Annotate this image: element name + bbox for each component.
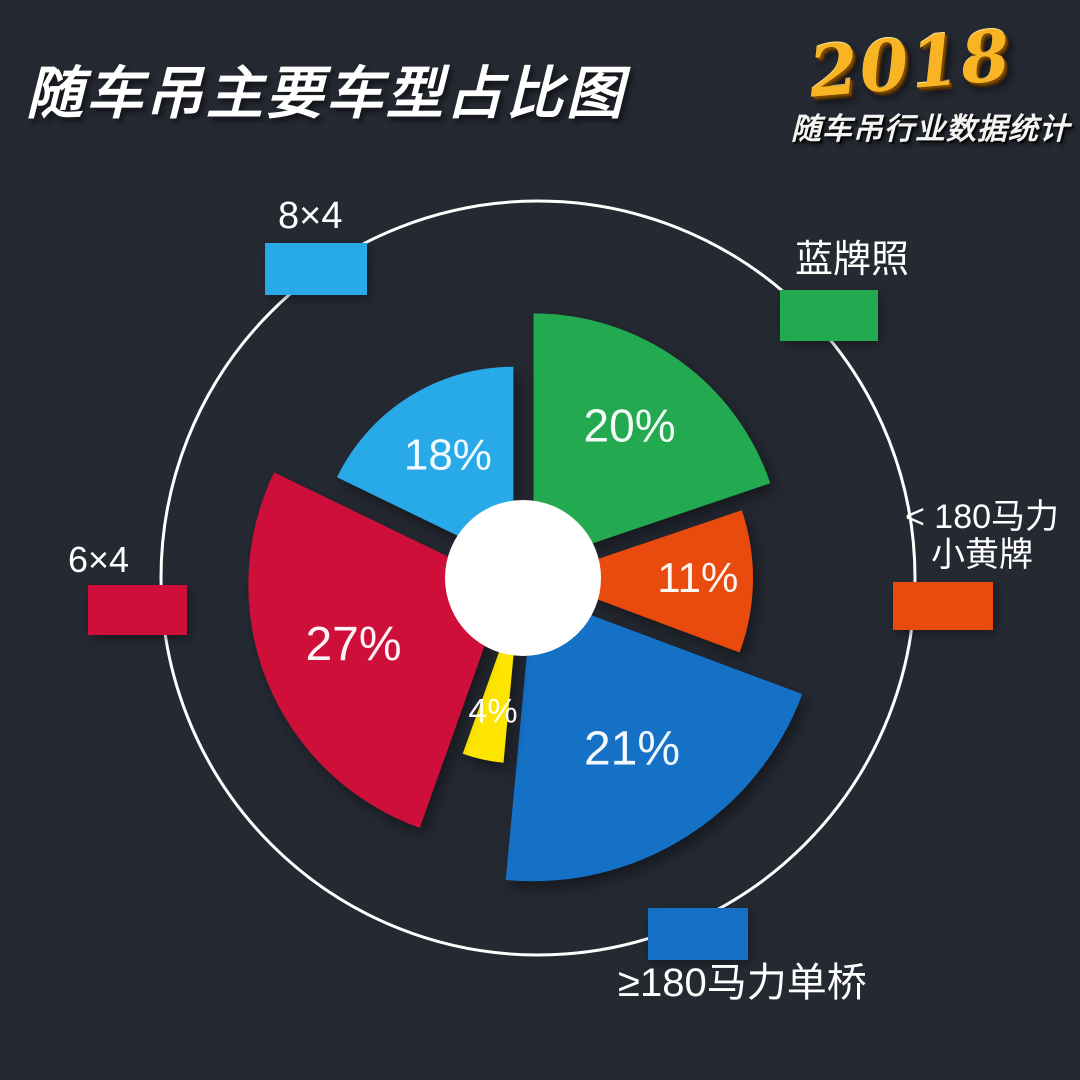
page-title: 随车吊主要车型占比图: [26, 62, 626, 126]
center-hole: [445, 500, 601, 656]
pie-slice-blue-plate: [533, 313, 771, 564]
pct-label-blue-plate: 20%: [584, 399, 676, 451]
legend-swatch-blue-plate: [780, 290, 878, 341]
pie-slice-eight-by-four: [337, 366, 514, 563]
brand-block: 2018 随车吊行业数据统计: [791, 13, 1070, 148]
pct-label-eight-by-four: 18%: [404, 431, 492, 480]
legend-swatch-eight-by-four: [265, 243, 367, 295]
pct-label-under-180hp-small-yellow-plate: 11%: [657, 554, 738, 601]
pie-slice-under-180hp-small-yellow-plate: [541, 510, 754, 653]
guide-circle: [159, 199, 917, 957]
brand-subtitle: 随车吊行业数据统计: [791, 113, 1070, 146]
legend-swatch-six-by-four: [88, 585, 187, 635]
pct-label-six-by-four: 27%: [305, 618, 401, 671]
callout-label-blue-plate: 蓝牌照: [795, 239, 909, 281]
callout-label-over-180hp-single-axle: ≥180马力单桥: [618, 961, 867, 1005]
legend-swatch-under-180hp-small-yellow-plate: [893, 582, 993, 630]
pie-slice-six-by-four: [248, 472, 507, 828]
callout-label-under-180hp-small-yellow-plate: < 180马力小黄牌: [905, 498, 1059, 574]
pct-label-over-180hp-single-axle: 21%: [584, 723, 680, 776]
legend-swatch-over-180hp-single-axle: [648, 908, 748, 960]
callout-label-six-by-four: 6×4: [68, 539, 129, 580]
pct-label-other-small: 4%: [468, 693, 517, 731]
callout-label-eight-by-four: 8×4: [278, 195, 342, 237]
pie-slice-over-180hp-single-axle: [505, 593, 803, 882]
